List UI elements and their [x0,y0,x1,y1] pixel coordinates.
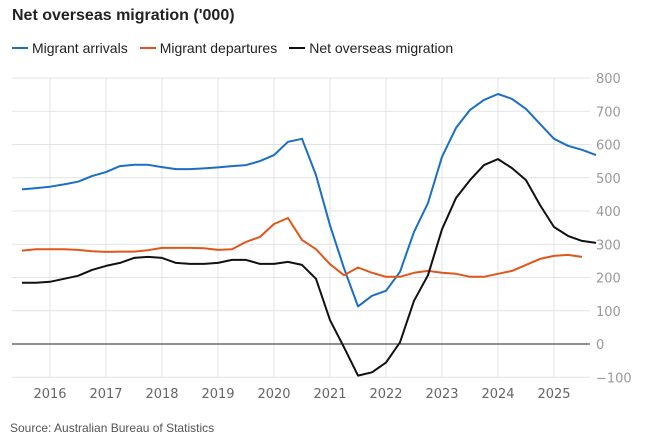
legend-label-arrivals: Migrant arrivals [32,40,128,56]
y-tick-label: 800 [596,72,621,87]
legend-label-departures: Migrant departures [159,40,278,56]
chart-title: Net overseas migration ('000) [12,7,235,24]
source-note: Source: Australian Bureau of Statistics [10,421,215,435]
x-tick-label: 2024 [481,387,514,402]
legend-swatch-net [289,47,306,49]
x-tick-label: 2016 [33,387,66,402]
series-line-departures [21,217,583,278]
legend-swatch-arrivals [12,47,28,49]
y-tick-label: 500 [596,172,621,187]
y-tick-label: 0 [596,338,604,353]
x-tick-label: 2019 [201,387,234,402]
legend-item-arrivals: Migrant arrivals [12,40,128,56]
series-line-arrivals [21,93,597,308]
y-tick-label: 200 [596,272,621,287]
y-tick-label: 300 [596,238,621,253]
y-tick-label: 700 [596,105,621,120]
legend-label-net: Net overseas migration [309,40,454,56]
x-tick-label: 2021 [313,387,346,402]
legend-item-departures: Migrant departures [139,40,278,56]
x-tick-label: 2025 [537,387,570,402]
y-tick-label: 100 [596,305,621,320]
x-tick-label: 2020 [257,387,290,402]
y-tick-label: −100 [596,371,632,386]
y-tick-label: 600 [596,139,621,154]
x-tick-label: 2022 [369,387,402,402]
y-tick-label: 400 [596,205,621,220]
legend-item-net: Net overseas migration [289,40,453,56]
x-tick-label: 2017 [89,387,122,402]
x-tick-label: 2018 [145,387,178,402]
legend-swatch-departures [139,47,156,49]
legend: Migrant arrivals Migrant departures Net … [12,40,453,56]
series-line-net [22,158,597,377]
x-tick-label: 2023 [425,387,458,402]
